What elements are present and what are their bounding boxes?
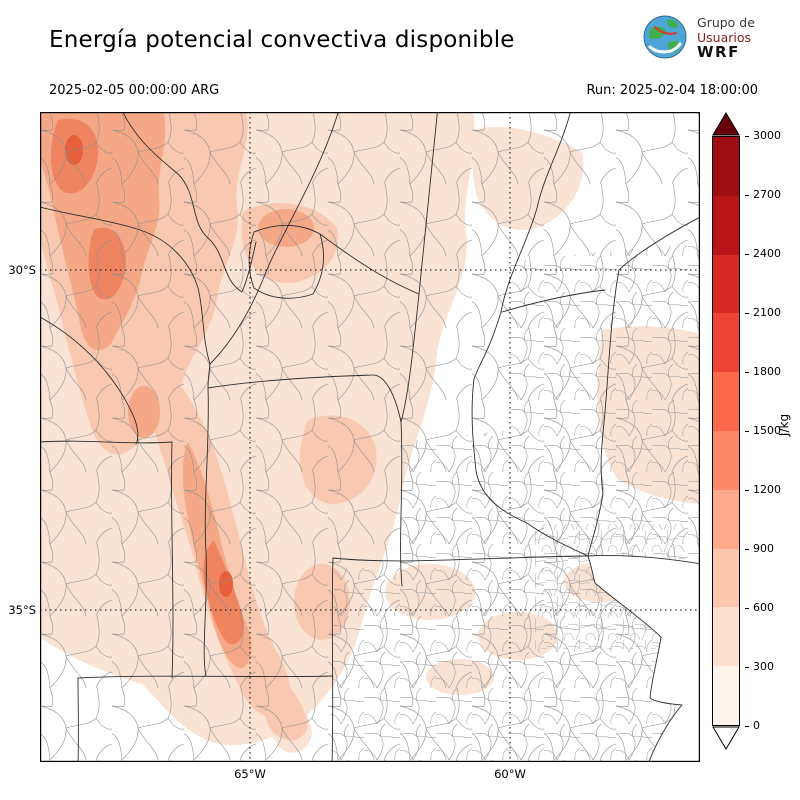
- colorbar-segment: [713, 548, 739, 608]
- colorbar-over-arrow: [712, 112, 740, 136]
- logo-line-2: Usuarios: [697, 29, 752, 45]
- map-canvas: [39, 105, 703, 765]
- colorbar-tick: 2700: [745, 189, 781, 201]
- colorbar-segment: [713, 489, 739, 549]
- colorbar-tick: 1800: [745, 366, 781, 378]
- logo-line-1: Grupo de: [697, 14, 755, 30]
- colorbar-tick: 3000: [745, 130, 781, 142]
- province-boundary-layer: [39, 105, 703, 765]
- map-area: [39, 105, 703, 765]
- colorbar-tick: 0: [745, 720, 781, 732]
- colorbar-tick: 1200: [745, 484, 781, 496]
- colorbar-segment: [713, 195, 739, 255]
- colorbar-over-arrow-shape: [712, 112, 740, 136]
- wrf-globe-icon: [643, 15, 687, 59]
- land-layer: [40, 112, 700, 762]
- colorbar-scale: [712, 136, 740, 726]
- valid-time-label: 2025-02-05 00:00:00 ARG: [49, 83, 220, 98]
- colorbar-units-label: J/kg: [777, 413, 791, 437]
- map-frame: [40, 112, 700, 762]
- colorbar-segment: [713, 313, 739, 373]
- colorbar-tick: 2400: [745, 248, 781, 260]
- y-tick-35s: 35°S: [8, 603, 36, 617]
- x-tick-65w: 65°W: [234, 767, 266, 781]
- colorbar-tick: 300: [745, 661, 781, 673]
- logo-line-3: WRF: [697, 42, 740, 61]
- colorbar-segment: [713, 430, 739, 490]
- y-tick-30s: 30°S: [8, 263, 36, 277]
- colorbar-tick: 2100: [745, 307, 781, 319]
- run-time-label: Run: 2025-02-04 18:00:00: [586, 83, 758, 98]
- colorbar-segment: [713, 137, 739, 196]
- colorbar-under-arrow-shape: [712, 726, 740, 750]
- colorbar-under-arrow: [712, 726, 740, 750]
- colorbar-tick: 600: [745, 602, 781, 614]
- colorbar-tick: 1500: [745, 425, 781, 437]
- page-title: Energía potencial convectiva disponible: [49, 27, 515, 53]
- colorbar-segment: [713, 372, 739, 431]
- colorbar-segment: [713, 607, 739, 667]
- colorbar: 3000 2700 2400 2100 1800 1500 1200 900 6…: [712, 112, 800, 772]
- wrf-logo: Grupo de Usuarios WRF: [641, 13, 755, 61]
- colorbar-ticks: 3000 2700 2400 2100 1800 1500 1200 900 6…: [745, 130, 781, 732]
- gridline-layer: [40, 112, 700, 762]
- colorbar-segment: [713, 254, 739, 314]
- colorbar-tick: 900: [745, 543, 781, 555]
- colorbar-segment: [713, 666, 739, 725]
- time-bar: 2025-02-05 00:00:00 ARG Run: 2025-02-04 …: [49, 83, 758, 98]
- x-tick-60w: 60°W: [494, 767, 526, 781]
- wrf-logo-text: Grupo de Usuarios WRF: [697, 15, 755, 60]
